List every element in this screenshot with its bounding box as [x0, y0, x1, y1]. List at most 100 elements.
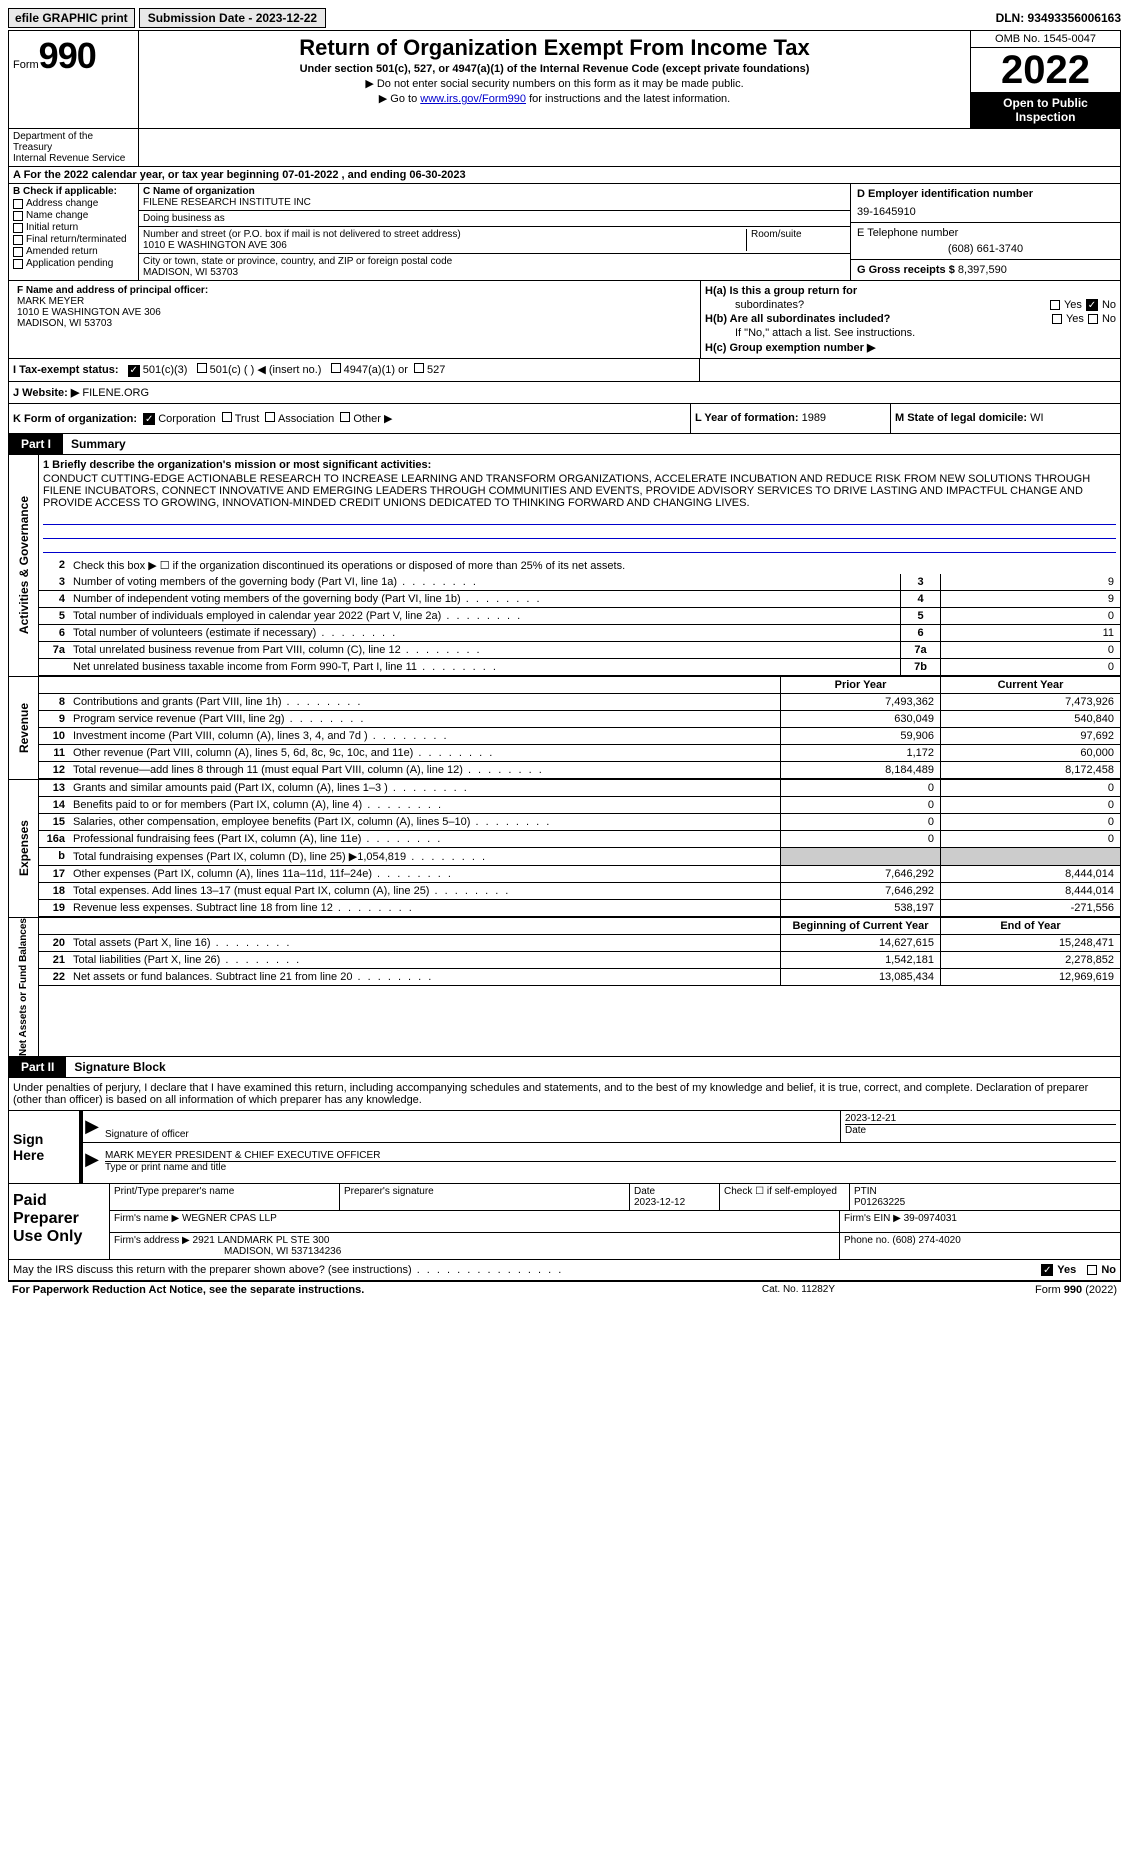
section-a: A For the 2022 calendar year, or tax yea…	[9, 167, 1120, 184]
line-b: bTotal fundraising expenses (Part IX, co…	[39, 848, 1120, 866]
line-7b: Net unrelated business taxable income fr…	[39, 659, 1120, 676]
gross-receipts-row: G Gross receipts $ 8,397,590	[851, 260, 1120, 280]
year-formation: L Year of formation: 1989	[690, 404, 890, 434]
527-checkbox[interactable]	[414, 363, 424, 373]
subtitle: Under section 501(c), 527, or 4947(a)(1)…	[143, 63, 966, 75]
prior-year-header: Prior Year	[780, 677, 940, 693]
checkbox-amended-return[interactable]	[13, 247, 23, 257]
line-20: 20Total assets (Part X, line 16)14,627,6…	[39, 935, 1120, 952]
mission-text: CONDUCT CUTTING-EDGE ACTIONABLE RESEARCH…	[43, 471, 1116, 511]
officer-box: F Name and address of principal officer:…	[13, 283, 696, 331]
501c3-checked-icon: ✓	[128, 365, 140, 377]
state-domicile: M State of legal domicile: WI	[890, 404, 1120, 434]
ha-no-checked-icon: ✓	[1086, 299, 1098, 311]
checkbox-address-change[interactable]	[13, 199, 23, 209]
officer-name-title: MARK MEYER PRESIDENT & CHIEF EXECUTIVE O…	[105, 1150, 1116, 1161]
open-to-public: Open to Public Inspection	[971, 92, 1120, 128]
vert-net-assets: Net Assets or Fund Balances	[9, 918, 39, 1056]
line-3: 3Number of voting members of the governi…	[39, 574, 1120, 591]
firm-address: 2921 LANDMARK PL STE 300	[193, 1235, 330, 1246]
line-6: 6Total number of volunteers (estimate if…	[39, 625, 1120, 642]
mission-block: 1 Briefly describe the organization's mi…	[39, 455, 1120, 557]
hb-yes-checkbox[interactable]	[1052, 314, 1062, 324]
phone-value: (608) 661-3740	[857, 243, 1114, 255]
hb-no-checkbox[interactable]	[1088, 314, 1098, 324]
phone-row: E Telephone number (608) 661-3740	[851, 223, 1120, 260]
section-b-checkboxes: B Check if applicable: Address change Na…	[9, 184, 139, 280]
org-name-row: C Name of organization FILENE RESEARCH I…	[139, 184, 850, 211]
beginning-year-header: Beginning of Current Year	[780, 918, 940, 934]
title-box: Return of Organization Exempt From Incom…	[139, 31, 970, 128]
checkbox-final-return[interactable]	[13, 235, 23, 245]
tax-year: 2022	[971, 48, 1120, 92]
part2-header: Part II Signature Block	[9, 1057, 1120, 1078]
line-2: Check this box ▶ ☐ if the organization d…	[69, 557, 1120, 574]
omb-number: OMB No. 1545-0047	[971, 31, 1120, 48]
h-section: H(a) Is this a group return for subordin…	[700, 281, 1120, 358]
dba-row: Doing business as	[139, 211, 850, 227]
preparer-date: 2023-12-12	[634, 1197, 685, 1208]
line-17: 17Other expenses (Part IX, column (A), l…	[39, 866, 1120, 883]
line-21: 21Total liabilities (Part X, line 26)1,5…	[39, 952, 1120, 969]
city-state-zip: MADISON, WI 53703	[143, 267, 846, 278]
arrow-icon: ▶	[83, 1143, 101, 1175]
ha-yes-checkbox[interactable]	[1050, 300, 1060, 310]
discuss-row: May the IRS discuss this return with the…	[9, 1260, 1120, 1281]
firm-ein: 39-0974031	[904, 1213, 957, 1224]
part1-header: Part I Summary	[9, 434, 1120, 455]
dept-treasury: Department of the Treasury Internal Reve…	[9, 129, 139, 166]
footer: For Paperwork Reduction Act Notice, see …	[8, 1282, 1121, 1298]
ptin-value: P01263225	[854, 1197, 905, 1208]
sig-date-value: 2023-12-21	[845, 1113, 1116, 1124]
ein-row: D Employer identification number 39-1645…	[851, 184, 1120, 223]
efile-button[interactable]: efile GRAPHIC print	[8, 8, 135, 28]
line-16a: 16aProfessional fundraising fees (Part I…	[39, 831, 1120, 848]
line-11: 11Other revenue (Part VIII, column (A), …	[39, 745, 1120, 762]
form-of-org: K Form of organization: ✓ Corporation Tr…	[9, 404, 690, 434]
paid-preparer-label: Paid Preparer Use Only	[9, 1184, 109, 1259]
signature-intro: Under penalties of perjury, I declare th…	[9, 1078, 1120, 1111]
dln-text: DLN: 93493356006163	[996, 11, 1121, 25]
arrow-icon: ▶	[83, 1111, 101, 1142]
main-title: Return of Organization Exempt From Incom…	[143, 35, 966, 61]
line-19: 19Revenue less expenses. Subtract line 1…	[39, 900, 1120, 917]
vert-activities-governance: Activities & Governance	[9, 455, 39, 676]
trust-checkbox[interactable]	[222, 412, 232, 422]
checkbox-application-pending[interactable]	[13, 259, 23, 269]
association-checkbox[interactable]	[265, 412, 275, 422]
preparer-phone: (608) 274-4020	[892, 1235, 960, 1246]
discuss-yes-checked-icon: ✓	[1041, 1264, 1053, 1276]
goto-instructions	[139, 129, 1120, 166]
top-bar: efile GRAPHIC print Submission Date - 20…	[8, 8, 1121, 28]
form-990: 990	[39, 35, 96, 76]
corporation-checked-icon: ✓	[143, 413, 155, 425]
tax-exempt-status: I Tax-exempt status: ✓ 501(c)(3) 501(c) …	[9, 359, 700, 381]
end-year-header: End of Year	[940, 918, 1120, 934]
submission-date-button[interactable]: Submission Date - 2023-12-22	[139, 8, 326, 28]
line-10: 10Investment income (Part VIII, column (…	[39, 728, 1120, 745]
officer-name: MARK MEYER	[17, 296, 692, 307]
current-year-header: Current Year	[940, 677, 1120, 693]
address-row: Number and street (or P.O. box if mail i…	[139, 227, 850, 254]
line-14: 14Benefits paid to or for members (Part …	[39, 797, 1120, 814]
4947-checkbox[interactable]	[331, 363, 341, 373]
discuss-no-checkbox[interactable]	[1087, 1265, 1097, 1275]
street-address: 1010 E WASHINGTON AVE 306	[143, 240, 746, 251]
irs-link[interactable]: www.irs.gov/Form990	[420, 93, 526, 105]
checkbox-initial-return[interactable]	[13, 223, 23, 233]
line-12: 12Total revenue—add lines 8 through 11 (…	[39, 762, 1120, 779]
checkbox-name-change[interactable]	[13, 211, 23, 221]
gross-receipts-value: 8,397,590	[958, 264, 1007, 276]
city-row: City or town, state or province, country…	[139, 254, 850, 280]
form-number-box: Form990	[9, 31, 139, 128]
other-checkbox[interactable]	[340, 412, 350, 422]
instruction-2: ▶ Go to www.irs.gov/Form990 for instruct…	[143, 92, 966, 105]
line-7a: 7aTotal unrelated business revenue from …	[39, 642, 1120, 659]
vert-revenue: Revenue	[9, 677, 39, 779]
form-prefix: Form	[13, 59, 39, 71]
line-5: 5Total number of individuals employed in…	[39, 608, 1120, 625]
ein-value: 39-1645910	[857, 206, 1114, 218]
501c-checkbox[interactable]	[197, 363, 207, 373]
org-name: FILENE RESEARCH INSTITUTE INC	[143, 197, 846, 208]
line-8: 8Contributions and grants (Part VIII, li…	[39, 694, 1120, 711]
